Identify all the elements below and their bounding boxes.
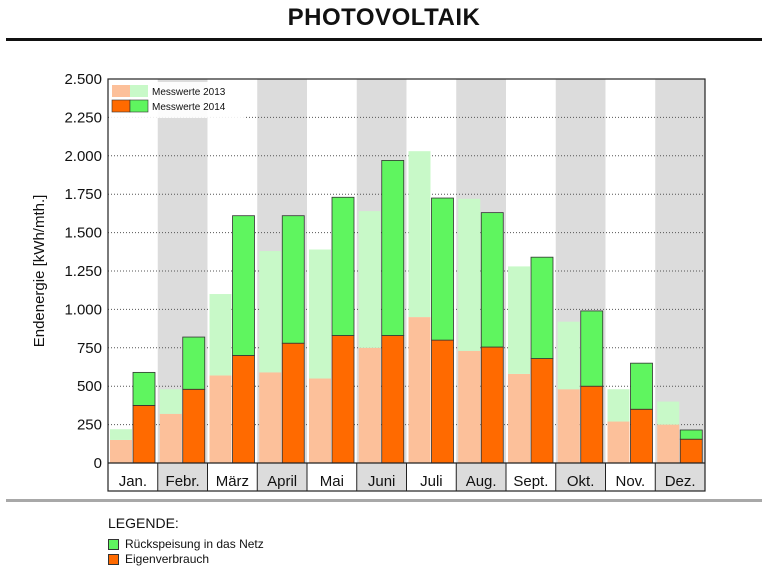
legend-label-rueckspeisung: Rückspeisung in das Netz bbox=[125, 537, 264, 551]
bar-2014-rueckspeisung-jan bbox=[132, 371, 156, 406]
bar-2014-eigenverbrauch-dez bbox=[679, 438, 703, 464]
legend-swatch-rueckspeisung bbox=[108, 538, 119, 550]
x-tick-label-mai: Mai bbox=[320, 473, 344, 490]
bar-2013-rueckspeisung-april bbox=[259, 251, 282, 373]
bar-2014-rueckspeisung-febr bbox=[182, 336, 206, 390]
y-tick-label-2500: 2.500 bbox=[64, 71, 102, 88]
x-tick-label-sept: Sept. bbox=[513, 473, 548, 490]
bar-2013-eigenverbrauch-juni bbox=[358, 347, 381, 463]
inner-legend-swatch-eigenverbrauch-2014 bbox=[111, 99, 131, 113]
inner-legend-label-2013: Messwerte 2013 bbox=[152, 87, 226, 98]
bar-2013-eigenverbrauch-märz bbox=[209, 375, 232, 463]
bar-2013-eigenverbrauch-juli bbox=[408, 317, 431, 463]
legend-item-rueckspeisung: Rückspeisung in das Netz bbox=[108, 537, 264, 551]
legend-title: LEGENDE: bbox=[108, 515, 179, 531]
bar-2013-eigenverbrauch-nov bbox=[607, 421, 630, 463]
bar-2014-eigenverbrauch-febr bbox=[182, 388, 206, 464]
bar-2014-eigenverbrauch-aug bbox=[480, 346, 504, 464]
y-tick-label-2250: 2.250 bbox=[64, 109, 102, 126]
bar-2014-rueckspeisung-mai bbox=[331, 196, 355, 336]
bar-2014-eigenverbrauch-juni bbox=[381, 335, 405, 464]
x-tick-label-aug: Aug. bbox=[466, 473, 497, 490]
inner-legend-swatch-rueckspeisung-2013 bbox=[130, 85, 148, 97]
y-tick-label-2000: 2.000 bbox=[64, 148, 102, 165]
bar-2013-rueckspeisung-juli bbox=[408, 151, 431, 318]
bar-2014-eigenverbrauch-okt bbox=[580, 385, 604, 464]
bar-2014-eigenverbrauch-märz bbox=[232, 355, 255, 464]
title-rule bbox=[6, 38, 762, 41]
bar-2013-eigenverbrauch-sept bbox=[508, 373, 530, 463]
bar-2013-eigenverbrauch-jan bbox=[110, 439, 132, 463]
bar-2013-eigenverbrauch-febr bbox=[159, 413, 182, 463]
x-tick-label-juli: Juli bbox=[420, 473, 443, 490]
y-tick-label-1750: 1.750 bbox=[64, 186, 102, 203]
inner-legend-swatch-rueckspeisung-2014 bbox=[129, 99, 149, 113]
x-tick-label-febr: Febr. bbox=[166, 473, 200, 490]
bar-2014-eigenverbrauch-juli bbox=[431, 339, 454, 464]
inner-legend-label-2014: Messwerte 2014 bbox=[152, 102, 226, 113]
bar-2013-eigenverbrauch-april bbox=[259, 372, 282, 463]
bar-2013-rueckspeisung-aug bbox=[458, 198, 481, 351]
bar-2013-eigenverbrauch-okt bbox=[557, 389, 580, 463]
y-tick-label-250: 250 bbox=[77, 417, 102, 434]
bar-2013-rueckspeisung-sept bbox=[508, 266, 530, 374]
bar-2014-eigenverbrauch-jan bbox=[132, 404, 156, 464]
bar-2014-rueckspeisung-märz bbox=[232, 215, 255, 356]
bar-2013-rueckspeisung-juni bbox=[358, 211, 381, 348]
bar-2014-rueckspeisung-juli bbox=[431, 197, 454, 341]
bar-2014-eigenverbrauch-nov bbox=[630, 408, 653, 464]
bar-2014-rueckspeisung-april bbox=[281, 215, 305, 344]
x-tick-label-april: April bbox=[267, 473, 297, 490]
inner-legend-swatch-eigenverbrauch-2013 bbox=[112, 85, 130, 97]
bar-2014-rueckspeisung-nov bbox=[630, 362, 653, 410]
bar-2014-rueckspeisung-dez bbox=[679, 429, 703, 440]
bar-2013-eigenverbrauch-mai bbox=[309, 378, 331, 463]
bar-2014-rueckspeisung-aug bbox=[480, 212, 504, 348]
x-tick-label-dez: Dez. bbox=[665, 473, 696, 490]
y-tick-label-1250: 1.250 bbox=[64, 263, 102, 280]
y-tick-label-0: 0 bbox=[94, 455, 102, 472]
x-tick-label-okt: Okt. bbox=[567, 473, 595, 490]
x-tick-label-juni: Juni bbox=[368, 473, 396, 490]
bar-2013-eigenverbrauch-aug bbox=[458, 350, 481, 463]
x-tick-label-märz: März bbox=[216, 473, 249, 490]
bar-2013-rueckspeisung-nov bbox=[607, 389, 630, 422]
bar-2014-rueckspeisung-sept bbox=[530, 256, 554, 359]
bar-2014-eigenverbrauch-april bbox=[281, 342, 305, 464]
photovoltaik-bar-chart: Jan. Febr. März April Mai Juni Juli Aug. Sept. Ok… bbox=[31, 71, 706, 492]
bar-2014-eigenverbrauch-sept bbox=[530, 358, 554, 464]
bar-2013-rueckspeisung-okt bbox=[557, 321, 580, 390]
y-tick-label-1000: 1.000 bbox=[64, 301, 102, 318]
bar-2014-rueckspeisung-juni bbox=[381, 160, 405, 336]
bar-2013-rueckspeisung-märz bbox=[209, 294, 232, 376]
bar-2013-rueckspeisung-dez bbox=[657, 401, 680, 425]
x-tick-label-nov: Nov. bbox=[616, 473, 646, 490]
chart-title: PHOTOVOLTAIK bbox=[287, 4, 481, 31]
y-tick-label-750: 750 bbox=[77, 340, 102, 357]
x-tick-label-jan: Jan. bbox=[119, 473, 147, 490]
bar-2013-eigenverbrauch-dez bbox=[657, 424, 680, 463]
legend-item-eigenverbrauch: Eigenverbrauch bbox=[108, 552, 209, 566]
footer-rule bbox=[6, 499, 762, 502]
legend-swatch-eigenverbrauch bbox=[108, 553, 119, 565]
bar-2013-rueckspeisung-febr bbox=[159, 389, 182, 414]
bar-2014-eigenverbrauch-mai bbox=[331, 335, 355, 464]
bar-2014-rueckspeisung-okt bbox=[580, 310, 604, 387]
bar-2013-rueckspeisung-jan bbox=[110, 429, 132, 440]
legend-label-eigenverbrauch: Eigenverbrauch bbox=[125, 552, 210, 566]
bar-2013-rueckspeisung-mai bbox=[309, 249, 331, 379]
y-tick-label-1500: 1.500 bbox=[64, 225, 102, 242]
y-axis-label: Endenergie [kWh/mth.] bbox=[31, 195, 48, 348]
y-tick-label-500: 500 bbox=[77, 378, 102, 395]
